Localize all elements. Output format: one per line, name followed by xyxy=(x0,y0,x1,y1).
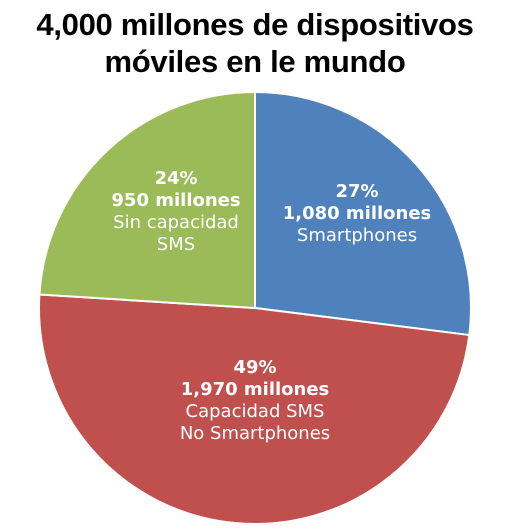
slice-desc-label: No Smartphones xyxy=(180,423,330,444)
chart-title-line2: móviles en le mundo xyxy=(104,44,406,79)
slice-count-label: 1,080 millones xyxy=(283,203,432,224)
slice-percent-label: 49% xyxy=(233,357,276,378)
pie-slice-2 xyxy=(38,293,471,525)
slice-percent-label: 27% xyxy=(335,181,378,202)
slice-count-label: 1,970 millones xyxy=(181,379,330,400)
slice-count-label: 950 millones xyxy=(111,190,240,211)
slice-desc-label: SMS xyxy=(157,234,195,255)
chart-title-line1: 4,000 millones de dispositivos xyxy=(36,7,474,42)
chart-title: 4,000 millones de dispositivos móviles e… xyxy=(0,6,510,80)
slice-desc-label: Sin capacidad xyxy=(113,212,239,233)
pie-slice-3 xyxy=(38,90,256,310)
slice-desc-label: Capacidad SMS xyxy=(186,401,325,422)
pie-slice-1 xyxy=(254,90,472,337)
slice-desc-label: Smartphones xyxy=(297,225,417,246)
slice-percent-label: 24% xyxy=(154,168,197,189)
